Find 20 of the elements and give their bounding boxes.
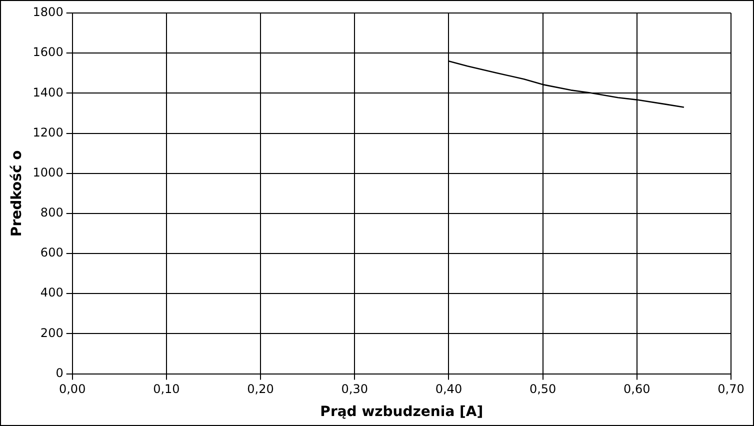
x-tick-label: 0,00 [58, 382, 86, 396]
x-tick-label: 0,70 [718, 382, 744, 396]
y-tick-label: 400 [40, 286, 64, 300]
y-tick-label: 600 [40, 246, 64, 260]
x-tick-label: 0,30 [341, 382, 368, 396]
y-tick-label: 1800 [32, 5, 64, 20]
x-tick-label: 0,10 [153, 382, 180, 396]
x-axis-title: Prąd wzbudzenia [A] [320, 404, 484, 420]
x-tick-label: 0,60 [624, 382, 650, 396]
x-tick-label: 0,20 [247, 382, 274, 396]
y-tick-label: 800 [40, 206, 64, 220]
x-tick-label: 0,50 [529, 382, 556, 396]
y-axis-title: Predkość o [9, 150, 26, 237]
y-tick-label: 1600 [32, 45, 64, 60]
y-tick-label: 1400 [32, 85, 64, 100]
y-tick-label: 1000 [32, 165, 64, 180]
y-tick-label: 0 [56, 366, 64, 380]
y-tick-label: 200 [40, 326, 64, 340]
x-tick-label: 0,40 [435, 382, 462, 396]
y-tick-label: 1200 [32, 125, 64, 140]
